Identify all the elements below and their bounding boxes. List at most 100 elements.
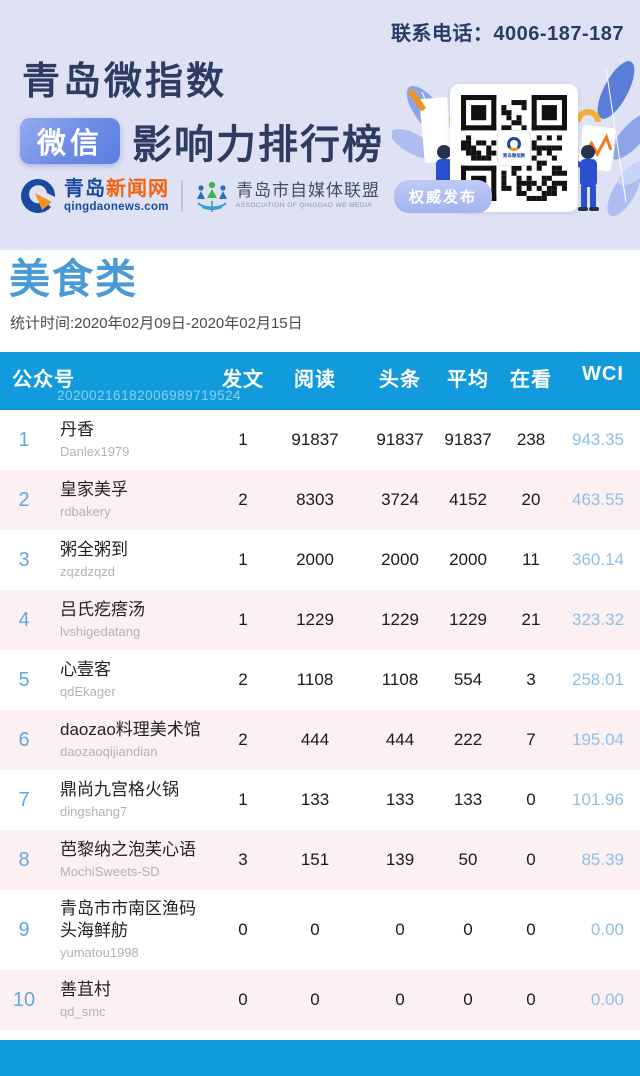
account-name: 鼎尚九宫格火锅 <box>60 780 179 799</box>
category-section: 美食类 统计时间:2020年02月09日-2020年02月15日 <box>0 250 640 352</box>
looking-value: 0 <box>526 790 536 809</box>
account-id: yumatou1998 <box>60 945 139 960</box>
table-row: 3 粥全粥到 zqzdzqzd 1 2000 2000 2000 11 360.… <box>0 530 640 590</box>
headline-value: 91837 <box>376 430 424 449</box>
table-row: 1 丹香 Danlex1979 1 91837 91837 91837 238 … <box>0 410 640 470</box>
account-name: 皇家美孚 <box>60 480 128 499</box>
logo-row: 青岛新闻网 qingdaonews.com 青岛市自媒体联盟 ASSOCIATI… <box>18 176 493 216</box>
table-row: 2 皇家美孚 rdbakery 2 8303 3724 4152 20 463.… <box>0 470 640 530</box>
column-average: 平均 <box>447 369 489 391</box>
rank-number: 7 <box>18 788 30 811</box>
account-name: 粥全粥到 <box>60 540 128 559</box>
column-reads: 阅读 <box>294 369 336 391</box>
main-title: 青岛微指数 <box>22 61 228 103</box>
subtitle: 影响力排行榜 <box>132 122 384 167</box>
average-value: 2000 <box>449 550 487 569</box>
looking-value: 11 <box>522 550 540 569</box>
posts-value: 2 <box>238 730 248 749</box>
account-id: qdEkager <box>60 684 116 699</box>
account-name: 吕氏疙瘩汤 <box>60 600 145 619</box>
wci-value: 195.04 <box>572 730 624 749</box>
average-value: 91837 <box>444 430 492 449</box>
account-id: rdbakery <box>60 504 111 519</box>
we-media-league-logo-icon <box>197 181 227 212</box>
column-account: 公众号 <box>12 369 75 391</box>
account-name: 芭黎纳之泡芙心语 <box>60 840 196 859</box>
account-id: dingshang7 <box>60 804 128 819</box>
authority-release-badge: 权威发布 <box>394 179 493 213</box>
rank-number: 9 <box>18 918 30 941</box>
reads-value: 1229 <box>296 610 334 629</box>
looking-value: 0 <box>526 920 536 939</box>
wci-value: 323.32 <box>572 610 624 629</box>
posts-value: 0 <box>238 920 248 939</box>
account-cell: 芭黎纳之泡芙心语 MochiSweets-SD <box>48 831 216 889</box>
wci-value: 0.00 <box>590 990 624 1009</box>
account-cell: 丹香 Danlex1979 <box>48 411 216 469</box>
reads-value: 444 <box>300 730 330 749</box>
wci-value: 0.00 <box>590 920 624 939</box>
column-wci: WCI <box>582 363 624 385</box>
account-cell: 鼎尚九宫格火锅 dingshang7 <box>48 771 216 829</box>
posts-value: 2 <box>238 490 248 509</box>
rank-number: 1 <box>18 428 30 451</box>
table-row: 7 鼎尚九宫格火锅 dingshang7 1 133 133 133 0 101… <box>0 770 640 830</box>
headline-value: 444 <box>385 730 415 749</box>
banner: 联系电话：4006-187-187 <box>0 0 640 250</box>
qr-center-logo: 青岛微指数 <box>497 130 531 166</box>
average-value: 554 <box>453 670 483 689</box>
reads-value: 0 <box>310 920 320 939</box>
account-name: 心壹客 <box>60 660 111 679</box>
looking-value: 238 <box>516 430 546 449</box>
leaf-cluster-right <box>597 61 640 217</box>
rank-number: 4 <box>18 608 30 631</box>
qingdaonews-logo-icon <box>21 178 56 213</box>
contact-phone: 联系电话：4006-187-187 <box>390 23 624 45</box>
account-id: qd_smc <box>60 1004 106 1019</box>
reads-value: 1108 <box>296 670 334 689</box>
rank-number: 8 <box>18 848 30 871</box>
account-id: lvshigedatang <box>60 624 141 639</box>
table-header: 公众号 发文 阅读 头条 平均 在看 WCI 20200216182006989… <box>0 352 640 410</box>
looking-value: 7 <box>526 730 536 749</box>
looking-value: 0 <box>526 990 536 1009</box>
average-value: 133 <box>453 790 483 809</box>
qingdaonews-domain: qingdaonews.com <box>64 200 169 213</box>
average-value: 222 <box>453 730 483 749</box>
qingdaonews-mini-logo-icon <box>507 137 521 151</box>
rank-number: 6 <box>18 728 30 751</box>
average-value: 0 <box>463 990 473 1009</box>
wci-value: 463.55 <box>572 490 624 509</box>
account-name: 丹香 <box>60 420 94 439</box>
headline-value: 1108 <box>381 670 419 689</box>
average-value: 4152 <box>449 490 487 509</box>
account-name: daozao料理美术馆 <box>60 720 201 739</box>
account-cell: daozao料理美术馆 daozaoqijiandian <box>48 711 216 769</box>
reads-value: 2000 <box>296 550 334 569</box>
account-id: Danlex1979 <box>60 444 130 459</box>
stats-period: 统计时间:2020年02月09日-2020年02月15日 <box>10 315 303 332</box>
rank-number: 3 <box>18 548 30 571</box>
posts-value: 1 <box>238 550 248 569</box>
watermark: 20200216182006989719524 <box>57 388 242 403</box>
posts-value: 2 <box>238 670 248 689</box>
logo-divider <box>181 180 183 212</box>
headline-value: 139 <box>385 850 415 869</box>
looking-value: 21 <box>521 610 541 629</box>
reads-value: 0 <box>310 990 320 1009</box>
posts-value: 3 <box>238 850 248 869</box>
average-value: 0 <box>463 920 473 939</box>
account-id: MochiSweets-SD <box>60 864 160 879</box>
posts-value: 0 <box>238 990 248 1009</box>
qingdaonews-logo-text: 青岛新闻网 qingdaonews.com <box>64 177 169 213</box>
table-row: 9 青岛市市南区渔码头海鲜舫 yumatou1998 0 0 0 0 0 0.0… <box>0 890 640 970</box>
headline-value: 1229 <box>381 610 419 629</box>
wechat-badge: 微信 <box>20 118 120 164</box>
looking-value: 3 <box>526 670 536 689</box>
table-row: 8 芭黎纳之泡芙心语 MochiSweets-SD 3 151 139 50 0… <box>0 830 640 890</box>
headline-value: 0 <box>395 990 405 1009</box>
column-headline: 头条 <box>379 369 421 391</box>
wci-value: 101.96 <box>572 790 624 809</box>
reads-value: 133 <box>300 790 330 809</box>
